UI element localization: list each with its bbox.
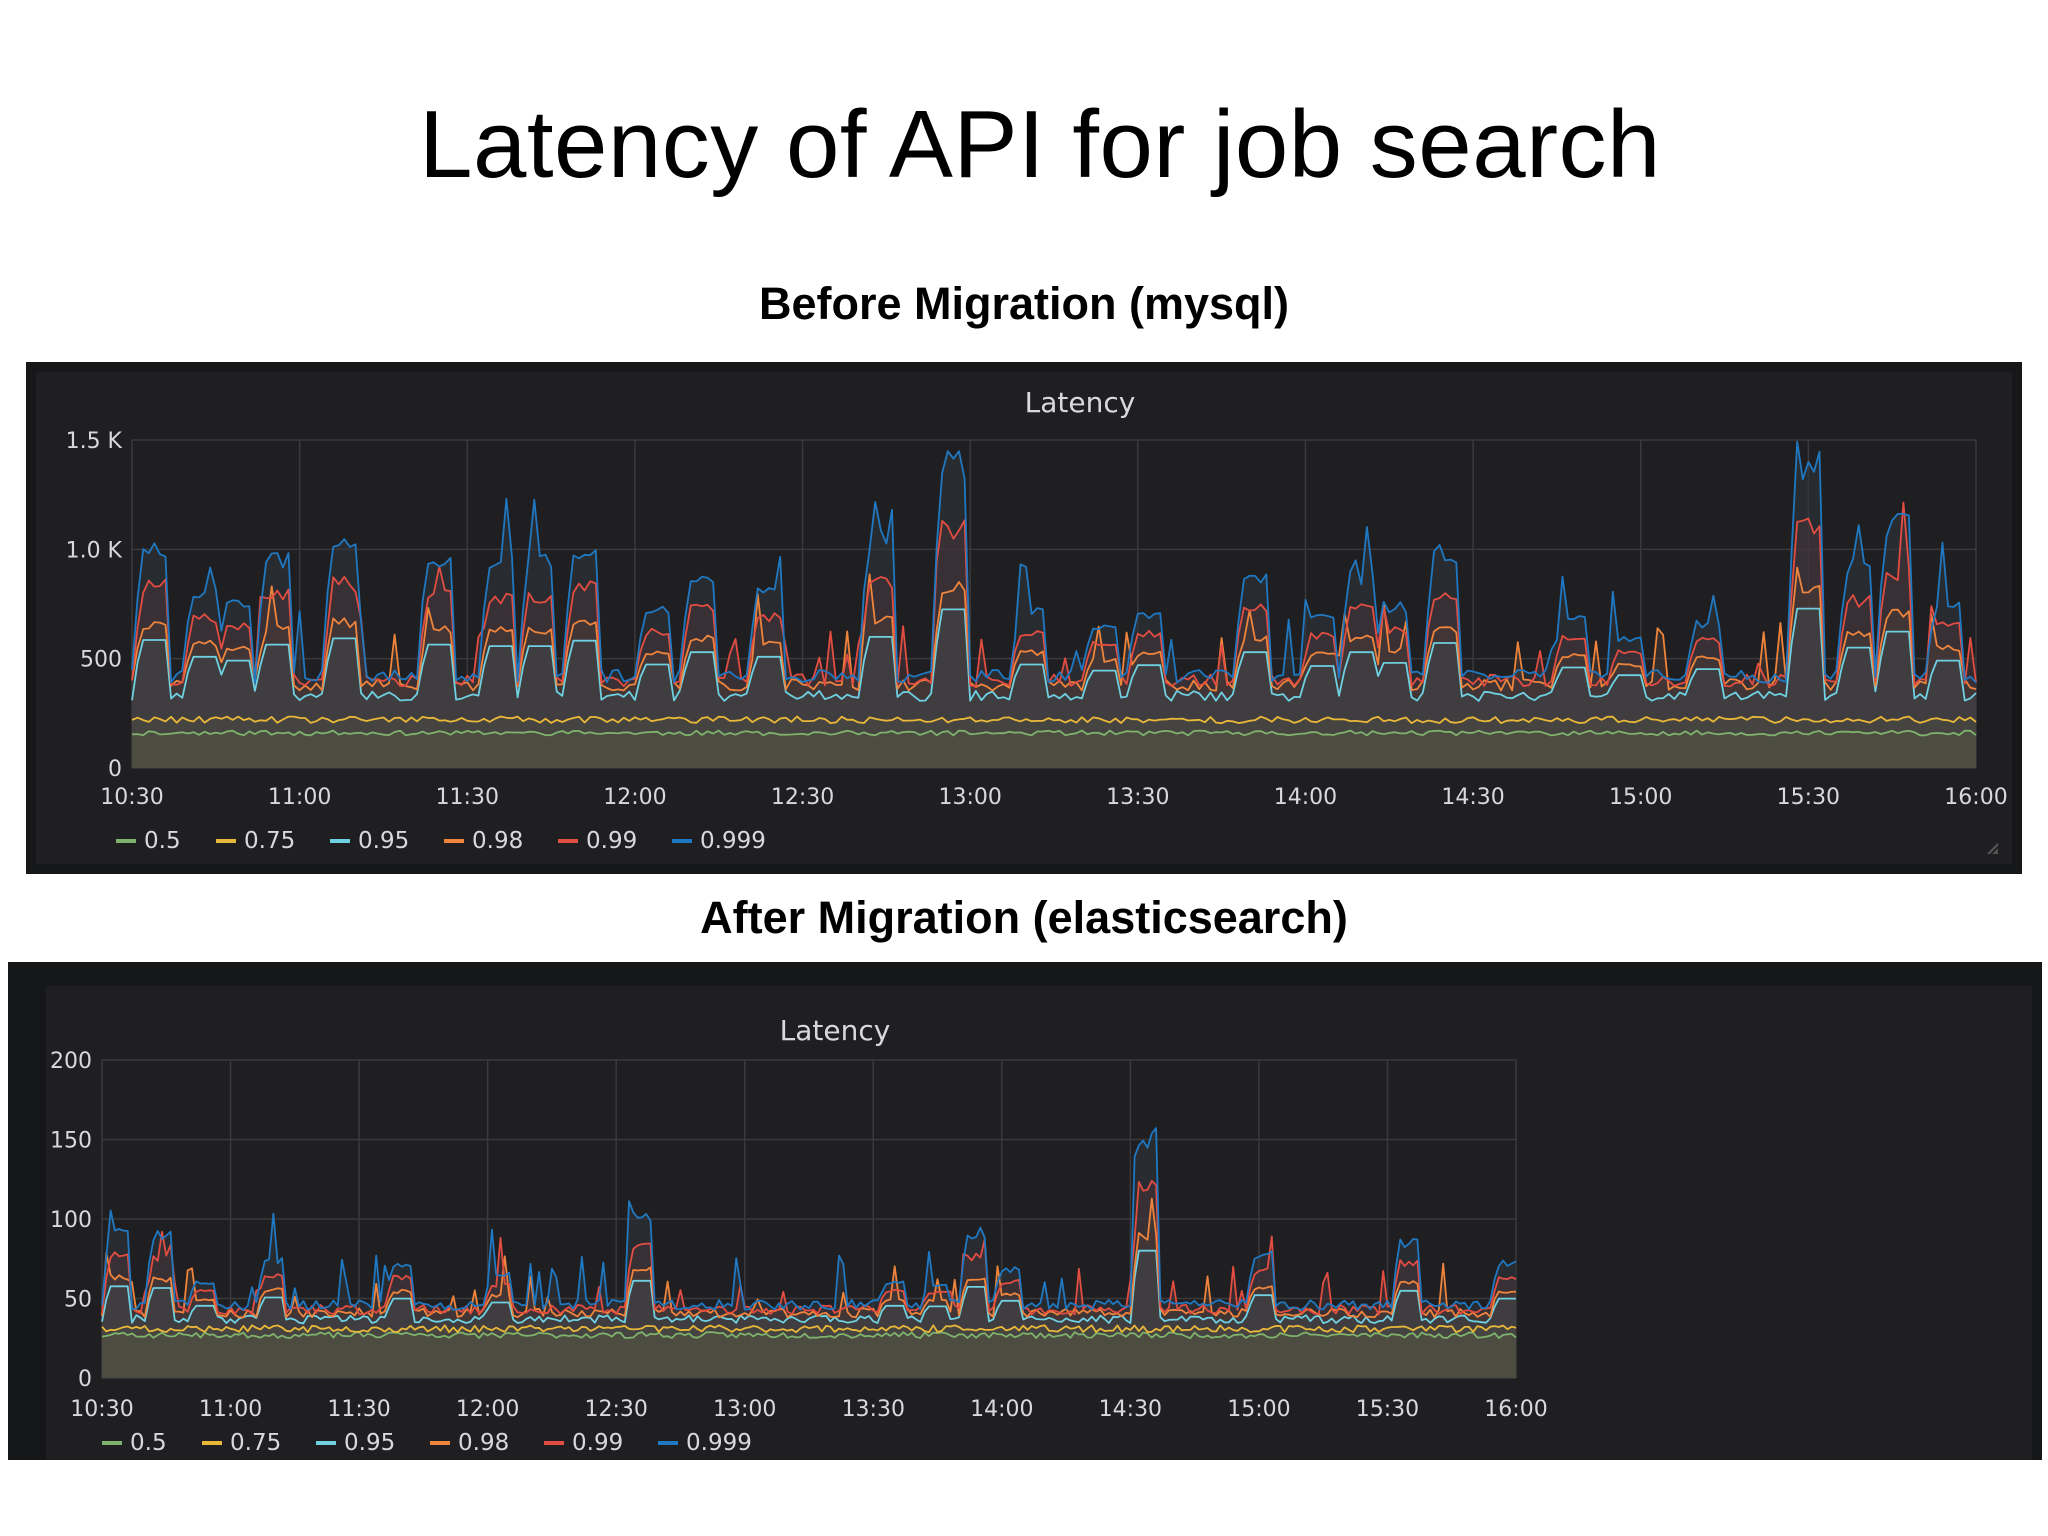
legend-item-0.95[interactable]: 0.95 — [330, 828, 409, 854]
x-tick-label: 16:00 — [1484, 1397, 1547, 1422]
panel-title: Latency — [1025, 386, 1136, 419]
x-tick-label: 14:30 — [1099, 1397, 1162, 1422]
legend-item-0.99[interactable]: 0.99 — [558, 828, 637, 854]
x-tick-label: 16:00 — [1944, 785, 2007, 810]
x-tick-label: 13:30 — [842, 1397, 905, 1422]
slide-title: Latency of API for job search — [0, 90, 2048, 200]
legend-label: 0.99 — [572, 1430, 623, 1456]
x-tick-label: 15:30 — [1777, 785, 1840, 810]
y-tick-label: 50 — [64, 1288, 92, 1313]
x-tick-label: 14:30 — [1441, 785, 1504, 810]
legend-item-0.5[interactable]: 0.5 — [116, 828, 181, 854]
after-migration-heading: After Migration (elasticsearch) — [0, 892, 2048, 944]
series-0.5-area — [102, 1332, 1516, 1378]
series-0.5-area — [132, 731, 1976, 768]
x-tick-label: 12:30 — [771, 785, 834, 810]
x-tick-label: 12:00 — [456, 1397, 519, 1422]
x-tick-label: 10:30 — [70, 1397, 133, 1422]
y-tick-label: 0 — [78, 1367, 92, 1392]
x-tick-label: 14:00 — [1274, 785, 1337, 810]
legend-swatch — [316, 1441, 336, 1445]
legend-item-0.99[interactable]: 0.99 — [544, 1430, 623, 1456]
legend-label: 0.999 — [700, 828, 766, 854]
legend-swatch — [558, 839, 578, 843]
legend-label: 0.999 — [686, 1430, 752, 1456]
legend-item-0.999[interactable]: 0.999 — [672, 828, 766, 854]
panel-title: Latency — [780, 1014, 891, 1047]
x-tick-label: 12:30 — [584, 1397, 647, 1422]
legend-swatch — [330, 839, 350, 843]
legend-item-0.75[interactable]: 0.75 — [216, 828, 295, 854]
series-0.99-line — [102, 1181, 1516, 1315]
legend-item-0.98[interactable]: 0.98 — [444, 828, 523, 854]
legend-label: 0.75 — [230, 1430, 281, 1456]
after-migration-latency-panel[interactable]: Latency 0 50 100 150 200 10:30 11:00 11:30 12:00 1… — [46, 986, 2032, 1460]
legend-label: 0.5 — [144, 828, 181, 854]
legend-label: 0.5 — [130, 1430, 167, 1456]
before-migration-latency-chart: Latency 0 500 1.0 K 1.5 K 10:30 11:00 11:30 12:0… — [36, 372, 2012, 864]
x-tick-label: 15:00 — [1227, 1397, 1290, 1422]
legend-swatch — [116, 839, 136, 843]
x-tick-label: 11:30 — [436, 785, 499, 810]
x-tick-label: 11:00 — [199, 1397, 262, 1422]
y-tick-label: 500 — [80, 648, 122, 673]
x-tick-label: 15:00 — [1609, 785, 1672, 810]
legend-item-0.98[interactable]: 0.98 — [430, 1430, 509, 1456]
legend-swatch — [216, 839, 236, 843]
x-tick-label: 11:30 — [327, 1397, 390, 1422]
x-tick-label: 13:30 — [1106, 785, 1169, 810]
legend-swatch — [202, 1441, 222, 1445]
y-tick-label: 150 — [50, 1129, 92, 1154]
x-tick-label: 14:00 — [970, 1397, 1033, 1422]
x-tick-label: 12:00 — [603, 785, 666, 810]
x-tick-label: 13:00 — [713, 1397, 776, 1422]
after-migration-latency-chart: Latency 0 50 100 150 200 10:30 11:00 11:30 12:00 1… — [46, 986, 2032, 1460]
legend-swatch — [658, 1441, 678, 1445]
legend-label: 0.95 — [358, 828, 409, 854]
y-tick-label: 1.0 K — [66, 538, 123, 563]
legend-label: 0.98 — [472, 828, 523, 854]
before-migration-panel-frame: Latency 0 500 1.0 K 1.5 K 10:30 11:00 11:30 12:0… — [26, 362, 2022, 874]
after-migration-panel-frame: Latency 0 50 100 150 200 10:30 11:00 11:30 12:00 1… — [8, 962, 2042, 1460]
x-tick-label: 15:30 — [1356, 1397, 1419, 1422]
x-tick-label: 10:30 — [100, 785, 163, 810]
legend-swatch — [672, 839, 692, 843]
legend-label: 0.75 — [244, 828, 295, 854]
x-tick-label: 13:00 — [938, 785, 1001, 810]
legend-label: 0.99 — [586, 828, 637, 854]
before-migration-latency-panel[interactable]: Latency 0 500 1.0 K 1.5 K 10:30 11:00 11:30 12:0… — [36, 372, 2012, 864]
panel-resize-handle-icon[interactable] — [1984, 840, 1998, 854]
legend-swatch — [444, 839, 464, 843]
before-migration-heading: Before Migration (mysql) — [0, 278, 2048, 330]
legend-item-0.95[interactable]: 0.95 — [316, 1430, 395, 1456]
legend-item-0.75[interactable]: 0.75 — [202, 1430, 281, 1456]
series-0.98-line — [102, 1199, 1516, 1318]
legend-label: 0.95 — [344, 1430, 395, 1456]
legend-label: 0.98 — [458, 1430, 509, 1456]
legend-swatch — [430, 1441, 450, 1445]
x-tick-label: 11:00 — [268, 785, 331, 810]
legend-item-0.999[interactable]: 0.999 — [658, 1430, 752, 1456]
y-tick-label: 0 — [108, 757, 122, 782]
y-tick-label: 1.5 K — [66, 429, 123, 454]
legend-swatch — [544, 1441, 564, 1445]
y-tick-label: 100 — [50, 1208, 92, 1233]
y-tick-label: 200 — [50, 1049, 92, 1074]
legend-item-0.5[interactable]: 0.5 — [102, 1430, 167, 1456]
legend-swatch — [102, 1441, 122, 1445]
